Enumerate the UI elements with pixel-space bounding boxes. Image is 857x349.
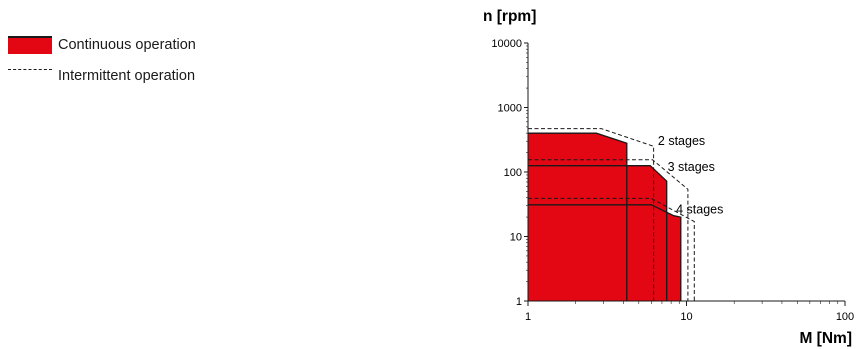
- legend-item-continuous: Continuous operation: [8, 32, 196, 58]
- y-tick-label: 10000: [491, 38, 522, 50]
- intermittent-line-3-stages: [528, 159, 689, 301]
- legend-label-continuous: Continuous operation: [58, 37, 196, 53]
- stage-label-3-stages: 3 stages: [668, 160, 715, 174]
- x-tick-label: 10: [680, 311, 692, 323]
- continuous-area-4-stages: [528, 204, 681, 301]
- x-tick-label: 1: [525, 311, 531, 323]
- y-tick-label: 10: [510, 232, 522, 244]
- chart-legend: Continuous operation Intermittent operat…: [8, 32, 196, 94]
- y-axis-title: n [rpm]: [483, 8, 536, 25]
- y-tick-label: 1000: [498, 103, 522, 115]
- legend-label-intermittent: Intermittent operation: [58, 68, 196, 84]
- intermittent-line-4-stages: [528, 197, 695, 301]
- continuous-line-3-stages: [528, 165, 668, 301]
- intermittent-line-2-stages: [528, 128, 655, 301]
- intermittent-swatch-icon: [8, 68, 52, 70]
- stage-label-4-stages: 4 stages: [676, 203, 723, 217]
- continuous-line-2-stages: [528, 132, 628, 301]
- continuous-swatch-icon: [8, 36, 52, 54]
- x-tick-label: 100: [836, 311, 854, 323]
- continuous-line-4-stages: [528, 204, 682, 301]
- legend-item-intermittent: Intermittent operation: [8, 63, 196, 89]
- stage-label-2-stages: 2 stages: [658, 134, 705, 148]
- y-tick-label: 100: [504, 167, 522, 179]
- x-axis-title: M [Nm]: [799, 330, 852, 347]
- y-tick-label: 1: [516, 296, 522, 308]
